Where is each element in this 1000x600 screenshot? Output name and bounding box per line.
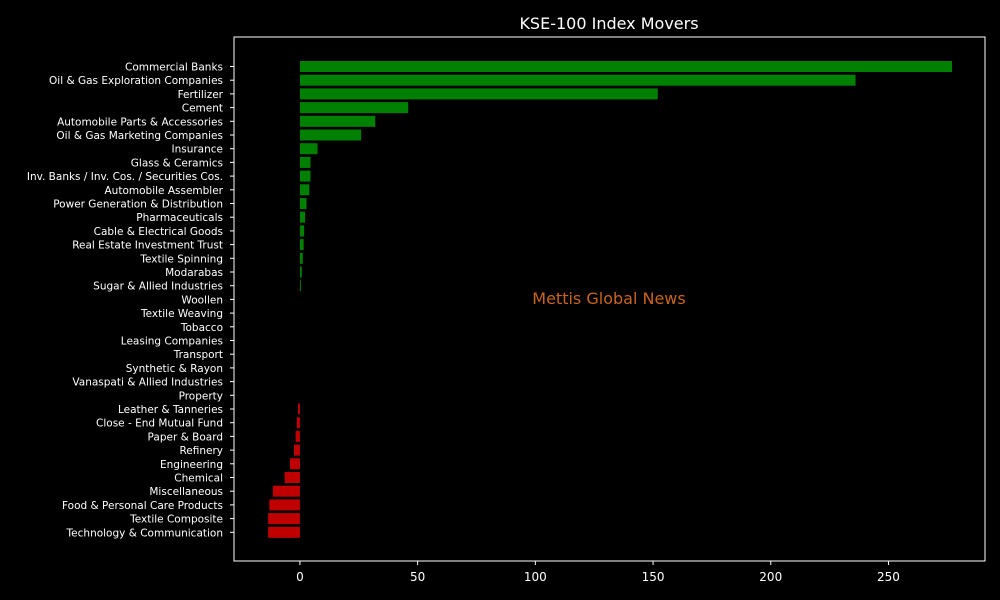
- category-label: Tobacco: [180, 322, 223, 334]
- category-label: Cable & Electrical Goods: [94, 226, 223, 238]
- bar: [268, 513, 300, 525]
- category-label: Modarabas: [165, 267, 223, 279]
- category-label: Oil & Gas Exploration Companies: [49, 75, 223, 87]
- category-label: Leather & Tanneries: [118, 404, 223, 416]
- bar: [299, 184, 310, 196]
- bar: [299, 252, 303, 264]
- bar: [295, 430, 300, 442]
- category-label: Miscellaneous: [149, 486, 223, 498]
- bar: [299, 170, 311, 182]
- bar: [294, 444, 300, 456]
- category-label: Transport: [173, 349, 223, 361]
- bar: [269, 499, 300, 511]
- category-label: Close - End Mutual Fund: [96, 418, 223, 430]
- x-tick-label: 250: [877, 570, 900, 584]
- category-label: Textile Composite: [129, 514, 223, 526]
- x-tick-label: 200: [759, 570, 782, 584]
- bar: [299, 129, 362, 141]
- bar: [299, 211, 306, 223]
- bar: [299, 280, 301, 292]
- bar: [299, 115, 376, 127]
- bar: [299, 88, 658, 100]
- category-label: Woollen: [181, 294, 223, 306]
- chart-title: KSE-100 Index Movers: [519, 14, 698, 33]
- category-label: Automobile Assembler: [105, 185, 224, 197]
- category-label: Refinery: [179, 445, 223, 457]
- category-label: Pharmaceuticals: [136, 212, 223, 224]
- bar: [284, 472, 300, 483]
- category-label: Real Estate Investment Trust: [72, 240, 223, 252]
- bar: [268, 526, 300, 538]
- category-label: Engineering: [160, 459, 223, 471]
- category-label: Inv. Banks / Inv. Cos. / Securities Cos.: [27, 171, 223, 183]
- category-label: Sugar & Allied Industries: [93, 281, 223, 293]
- category-label: Automobile Parts & Accessories: [57, 116, 223, 128]
- category-label: Paper & Board: [148, 431, 223, 443]
- category-label: Textile Weaving: [140, 308, 223, 320]
- category-label: Leasing Companies: [121, 336, 223, 348]
- category-label: Glass & Ceramics: [131, 157, 223, 169]
- bar: [299, 143, 318, 155]
- category-label: Commercial Banks: [125, 62, 223, 74]
- category-label: Textile Spinning: [139, 253, 223, 265]
- watermark-text: Mettis Global News: [532, 289, 685, 308]
- category-label: Fertilizer: [178, 89, 224, 101]
- category-label: Power Generation & Distribution: [53, 199, 223, 211]
- bar: [272, 485, 300, 497]
- category-label: Property: [179, 390, 223, 402]
- bar: [299, 61, 953, 72]
- category-label: Insurance: [171, 144, 223, 156]
- bar: [299, 102, 409, 114]
- category-label: Technology & Communication: [66, 527, 223, 539]
- bar: [298, 403, 300, 415]
- category-label: Vanaspati & Allied Industries: [72, 377, 223, 389]
- bar: [299, 156, 311, 168]
- x-tick-label: 150: [642, 570, 665, 584]
- bar: [299, 74, 856, 86]
- bar: [299, 266, 302, 278]
- category-label: Synthetic & Rayon: [126, 363, 223, 375]
- x-tick-label: 100: [524, 570, 547, 584]
- category-label: Cement: [182, 103, 223, 115]
- category-label: Food & Personal Care Products: [62, 500, 223, 512]
- x-axis-ticks-group: 0 50 100 150 200 250: [296, 561, 900, 584]
- bar: [299, 239, 304, 251]
- bar: [290, 458, 300, 470]
- x-tick-label: 50: [410, 570, 425, 584]
- category-label: Chemical: [174, 473, 223, 485]
- bar: [296, 417, 300, 429]
- bars-group: [268, 61, 953, 538]
- bar: [299, 225, 305, 237]
- category-label: Oil & Gas Marketing Companies: [56, 130, 223, 142]
- x-tick-label: 0: [296, 570, 304, 584]
- bar: [299, 198, 307, 209]
